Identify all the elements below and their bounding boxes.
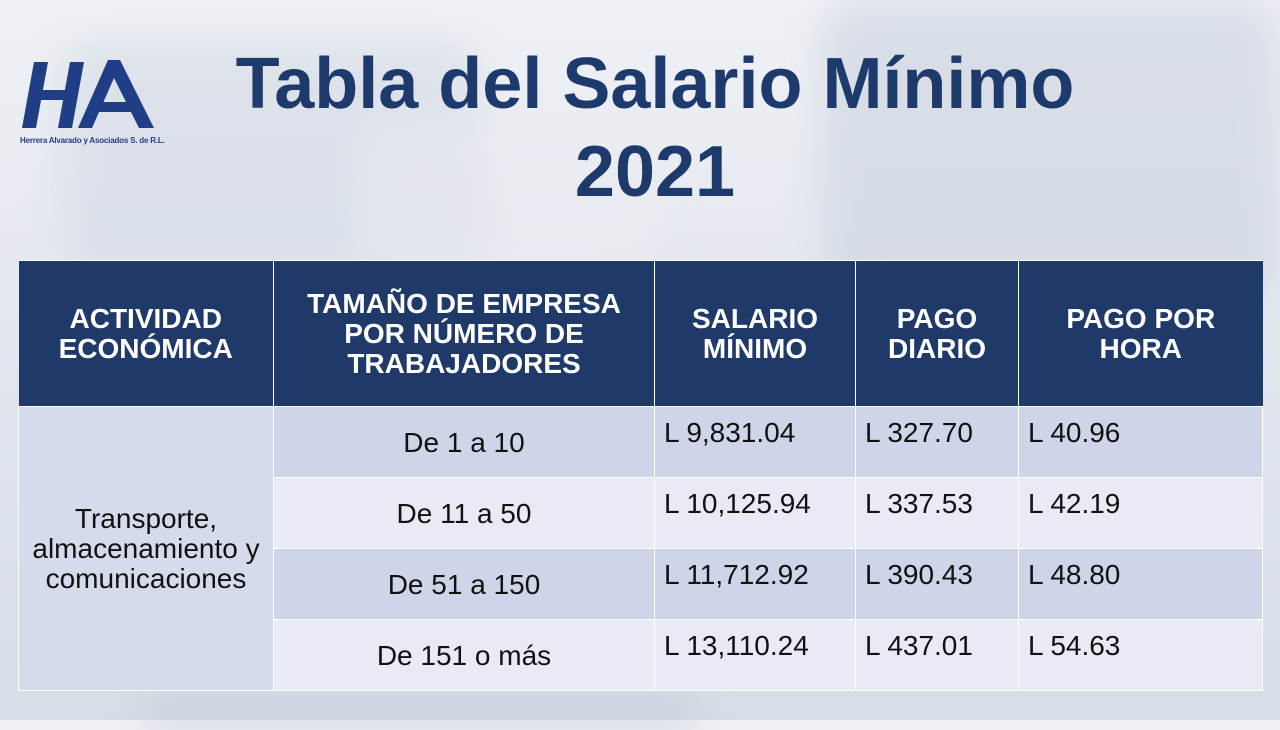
company-logo: Herrera Alvarado y Asociados S. de R.L. [20, 56, 165, 156]
background-blur-shape [140, 690, 700, 730]
salary-cell: L 11,712.92 [654, 548, 856, 620]
title-line-2: 2021 [574, 132, 736, 212]
header-activity: ACTIVIDAD ECONÓMICA [18, 260, 274, 407]
salary-cell: L 10,125.94 [654, 477, 856, 549]
hourly-cell: L 42.19 [1018, 477, 1263, 549]
logo-caption: Herrera Alvarado y Asociados S. de R.L. [20, 136, 165, 145]
title-line-1: Tabla del Salario Mínimo [235, 44, 1075, 124]
activity-cell: Transporte, almacenamiento y comunicacio… [18, 406, 274, 691]
table-row: Transporte, almacenamiento y comunicacio… [18, 406, 1263, 691]
daily-cell: L 390.43 [855, 548, 1019, 620]
header-hourly-pay: PAGO POR HORA [1018, 260, 1263, 407]
hourly-cell: L 40.96 [1018, 406, 1263, 478]
hourly-cell: L 54.63 [1018, 619, 1263, 691]
background-blur-shape [820, 0, 1280, 300]
daily-cell: L 337.53 [855, 477, 1019, 549]
salary-cell: L 13,110.24 [654, 619, 856, 691]
daily-cell: L 437.01 [855, 619, 1019, 691]
background-blur-shape [360, 120, 660, 280]
ha-monogram-icon [22, 60, 154, 128]
salary-table-container: ACTIVIDAD ECONÓMICA TAMAÑO DE EMPRESA PO… [18, 260, 1263, 691]
header-minimum-salary: SALARIO MÍNIMO [654, 260, 856, 407]
hourly-cell: L 48.80 [1018, 548, 1263, 620]
table-row: De 11 a 50 L 10,125.94 L 337.53 L 42.19 [19, 477, 1263, 549]
table-row: De 151 o más L 13,110.24 L 437.01 L 54.6… [19, 619, 1263, 691]
daily-cell: L 327.70 [855, 406, 1019, 478]
salary-cell: L 9,831.04 [654, 406, 856, 478]
size-cell: De 151 o más [273, 619, 655, 691]
table-row: De 51 a 150 L 11,712.92 L 390.43 L 48.80 [19, 548, 1263, 620]
size-cell: De 51 a 150 [273, 548, 655, 620]
size-cell: De 11 a 50 [273, 477, 655, 549]
page-title: Tabla del Salario Mínimo 2021 [170, 40, 1140, 216]
header-daily-pay: PAGO DIARIO [855, 260, 1019, 407]
salary-table: ACTIVIDAD ECONÓMICA TAMAÑO DE EMPRESA PO… [18, 260, 1263, 691]
header-company-size: TAMAÑO DE EMPRESA POR NÚMERO DE TRABAJAD… [273, 260, 655, 407]
table-header-row: ACTIVIDAD ECONÓMICA TAMAÑO DE EMPRESA PO… [18, 260, 1263, 407]
size-cell: De 1 a 10 [273, 406, 655, 478]
